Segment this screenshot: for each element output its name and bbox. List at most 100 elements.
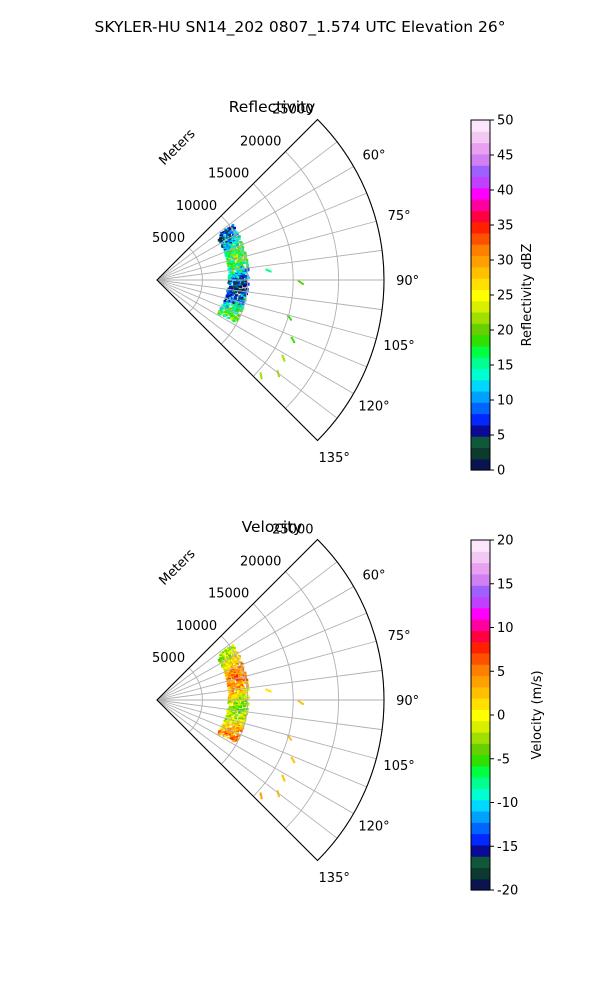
azimuth-tick-label: 75° [388, 209, 411, 224]
echo-gate [242, 705, 246, 708]
echo-gate [236, 722, 239, 725]
echo-gate [230, 249, 233, 252]
echo-gate [234, 253, 238, 256]
echo-gate [233, 307, 236, 310]
azimuth-spoke [156, 249, 383, 281]
echo-gate [217, 732, 221, 735]
echo-gate [230, 734, 233, 737]
echo-gate [232, 674, 235, 677]
echo-gate [235, 278, 238, 281]
echo-gate [229, 661, 233, 665]
azimuth-tick-label: 105° [383, 759, 414, 774]
echo-gate [229, 650, 232, 653]
echo-gate [239, 280, 243, 283]
velocity-frame [156, 538, 385, 862]
echo-gate [237, 314, 241, 317]
reflectivity-grid [156, 119, 385, 441]
echo-gate [233, 230, 237, 233]
echo-gate [239, 708, 242, 711]
echo-gate [228, 709, 231, 712]
reflectivity-gates [217, 223, 304, 380]
echo-gate [227, 248, 230, 251]
echo-gate [239, 696, 242, 700]
echo-gate [230, 254, 234, 257]
echo-gate [231, 246, 234, 249]
echo-gate [230, 694, 234, 697]
echo-gate [227, 668, 230, 671]
echo-gate [227, 261, 231, 264]
echo-gate [282, 776, 285, 779]
echo-gate [239, 294, 243, 297]
colorbar-cell [471, 413, 490, 426]
echo-gate [277, 795, 280, 798]
echo-gate [240, 266, 244, 269]
reflectivity-colorbar-ticks: 0 5 10 15 20 25 30 35 40 45 50 [490, 114, 514, 479]
echo-gate [233, 281, 237, 284]
echo-gate [220, 244, 224, 247]
echo-gate [235, 661, 239, 664]
echo-gate [239, 275, 243, 278]
echo-gate [225, 314, 228, 317]
echo-gate [286, 734, 289, 737]
echo-gate [224, 726, 228, 729]
echo-gate [224, 247, 228, 250]
echo-gate [229, 268, 232, 271]
echo-gate [237, 669, 241, 672]
velocity-panel: Velocity 5000 10000 15000 20000 25000 60° 75° 9… [152, 518, 419, 886]
echo-gate [259, 372, 262, 375]
echo-gate [239, 681, 243, 684]
reflectivity-colorbar-cells [471, 120, 490, 471]
echo-gate [241, 288, 244, 291]
echo-gate [234, 736, 237, 739]
echo-gate [242, 285, 246, 288]
colorbar-tick-label: 25 [497, 289, 514, 304]
echo-gate [243, 671, 247, 674]
echo-gate [233, 309, 237, 312]
velocity-colorbar: -20 -15 -10 -5 0 5 10 15 20 Velocity (m/s) [470, 534, 545, 899]
echo-gate [235, 724, 238, 728]
colorbar-cell [471, 255, 490, 268]
echo-gate [227, 674, 230, 677]
colorbar-tick-label: -15 [497, 840, 518, 855]
radial-tick-label: 5000 [152, 231, 185, 246]
echo-gate [236, 663, 239, 666]
echo-gate [226, 292, 230, 295]
echo-gate [230, 669, 233, 672]
echo-gate [234, 673, 238, 676]
echo-gate [290, 336, 293, 339]
echo-gate [237, 701, 240, 704]
echo-gate [226, 724, 229, 727]
echo-gate [281, 774, 284, 777]
echo-gate [237, 705, 240, 708]
echo-gate [265, 268, 268, 271]
echo-gate [241, 271, 244, 274]
echo-gate [299, 701, 302, 703]
echo-gate [219, 658, 222, 661]
colorbar-cell [471, 221, 490, 234]
echo-gate [235, 231, 239, 234]
colorbar-tick-label: 20 [497, 534, 514, 549]
colorbar-tick-label: 15 [497, 359, 514, 374]
echo-gate [227, 648, 230, 651]
echo-gate [238, 715, 241, 718]
echo-gate [230, 317, 233, 320]
echo-gate [246, 265, 249, 268]
echo-gate [227, 254, 230, 257]
echo-gate [243, 702, 247, 705]
echo-gate [234, 294, 238, 297]
echo-gate [259, 792, 262, 795]
echo-gate [237, 691, 240, 694]
echo-gate [229, 241, 233, 245]
velocity-axis-labels: 5000 10000 15000 20000 25000 60° 75° 90° 105° 120… [152, 523, 419, 887]
echo-gate [243, 689, 246, 692]
echo-gate [226, 304, 229, 307]
echo-gate [245, 679, 249, 682]
echo-gate [245, 262, 249, 265]
echo-gate [241, 242, 244, 245]
echo-gate [238, 711, 241, 714]
colorbar-tick-label: 0 [497, 464, 505, 479]
echo-gate [244, 712, 247, 715]
echo-gate [233, 701, 237, 704]
colorbar-tick-label: 10 [497, 394, 514, 409]
colorbar-cell [471, 867, 490, 880]
